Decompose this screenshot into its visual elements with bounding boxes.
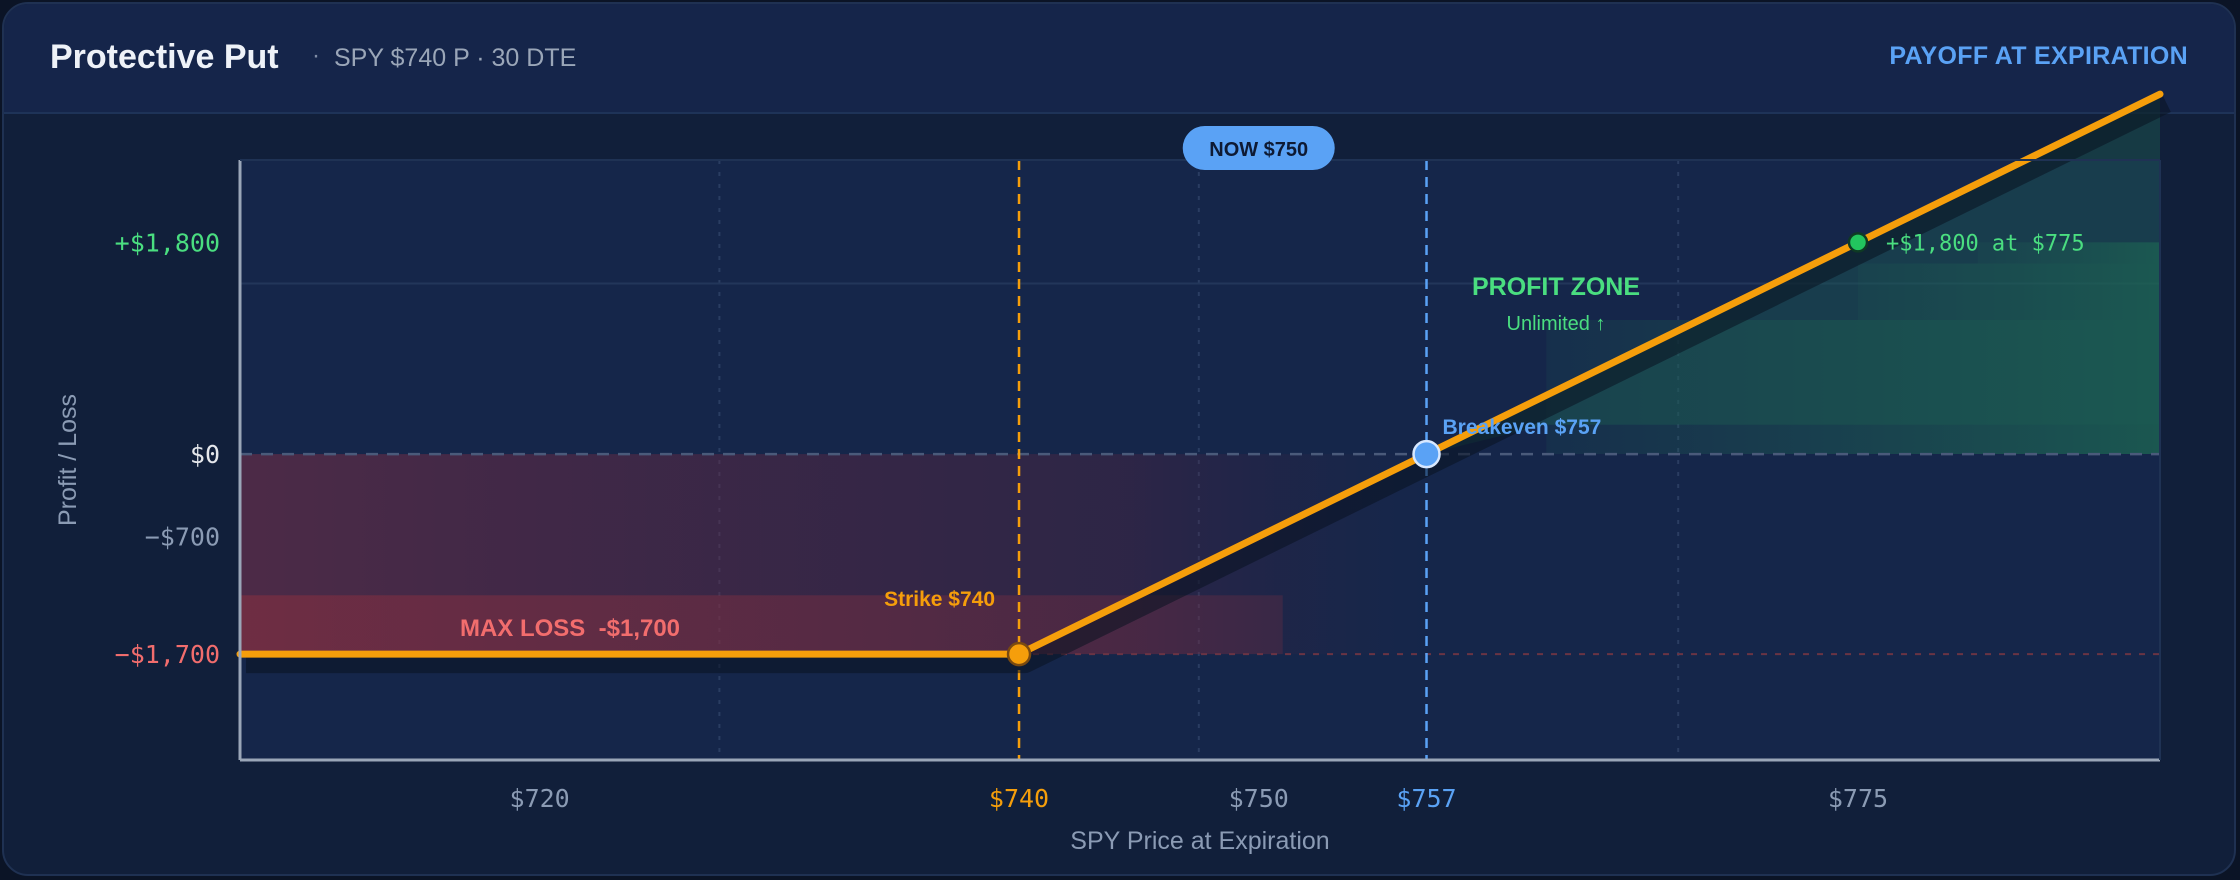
title-separator: · (312, 42, 320, 69)
profit-zone-label: PROFIT ZONE (1472, 273, 1640, 301)
profit-zone-sublabel: Unlimited ↑ (1507, 313, 1606, 335)
y-tick-label: −$1,700 (115, 640, 220, 669)
target-point-label: +$1,800 at $775 (1886, 231, 2085, 256)
breakeven-point (1412, 439, 1441, 469)
chart-title: Protective Put (50, 38, 279, 76)
chart-labels: $720 $740 $750 $757 $775 +$1,800 $0 −$700 −$1,70… (54, 126, 2085, 855)
max-loss-label: MAX LOSS -$1,700 (460, 615, 680, 642)
strike-point (1006, 641, 1032, 667)
breakeven-label: Breakeven $757 (1443, 416, 1602, 439)
payoff-mode-label: PAYOFF AT EXPIRATION (1889, 42, 2188, 70)
y-tick-label: $0 (190, 440, 220, 469)
now-badge-label: NOW $750 (1209, 139, 1308, 161)
chart-subtitle: SPY $740 P · 30 DTE (334, 44, 577, 72)
y-tick-label: −$700 (145, 522, 220, 551)
card-header: Protective Put · SPY $740 P · 30 DTE PAY… (4, 4, 2234, 114)
x-axis-title: SPY Price at Expiration (1070, 827, 1329, 855)
x-tick-label: $775 (1828, 784, 1888, 813)
y-tick-label: +$1,800 (115, 228, 220, 257)
x-tick-label: $757 (1396, 784, 1456, 813)
y-axis-title: Profit / Loss (54, 394, 82, 526)
x-tick-label: $740 (989, 784, 1049, 813)
target-point (1847, 232, 1869, 253)
payoff-series (236, 90, 2171, 674)
x-tick-label: $720 (510, 784, 570, 813)
now-badge (1182, 126, 1335, 170)
profit-zone-band (1977, 242, 2160, 264)
x-tick-label: $750 (1229, 784, 1289, 813)
strike-label: Strike $740 (884, 588, 995, 611)
profit-zone-band (1857, 263, 2160, 320)
